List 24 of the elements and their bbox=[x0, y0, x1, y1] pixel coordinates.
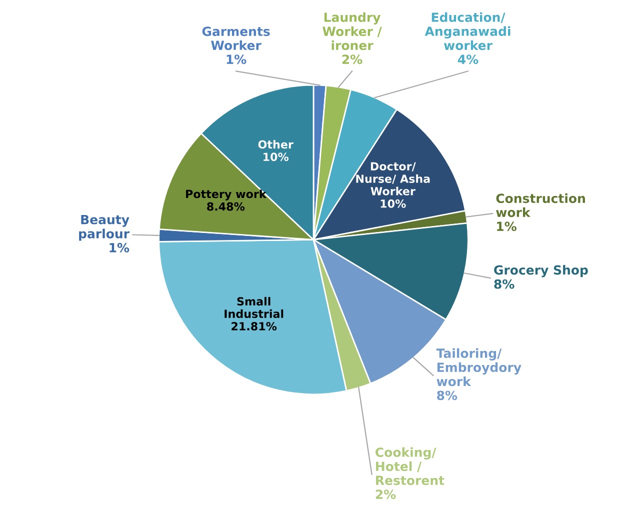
data-label: 1% bbox=[497, 222, 516, 232]
slice-label: Construction work bbox=[496, 193, 585, 218]
data-label: 2% bbox=[376, 490, 396, 500]
data-label: 10% bbox=[264, 152, 289, 162]
slice-label: Cooking/ Hotel / Restorent bbox=[376, 447, 444, 486]
data-label: 8.48% bbox=[207, 202, 245, 211]
slice-label: Small Industrial bbox=[224, 296, 284, 318]
slice-label: Laundry Worker / ironer bbox=[322, 12, 382, 50]
data-label: 10% bbox=[380, 199, 406, 208]
data-label: 1% bbox=[110, 242, 130, 252]
slice-label: Pottery work bbox=[186, 190, 267, 200]
slice-label: Tailoring/ Embroydory work bbox=[436, 348, 522, 386]
slice-label: Education/ Anganawadi worker bbox=[424, 12, 510, 50]
slice-label: Doctor/ Nurse/ Asha Worker bbox=[356, 162, 430, 196]
slice-label: Garments Worker bbox=[202, 26, 270, 50]
data-label: 8% bbox=[494, 279, 514, 289]
data-label: 21.81% bbox=[232, 322, 277, 330]
data-label: 2% bbox=[342, 54, 362, 64]
slice-label: Beauty parlour bbox=[79, 215, 130, 241]
data-label: 8% bbox=[437, 390, 458, 400]
data-label: 1% bbox=[226, 54, 246, 64]
slice-label: Grocery Shop bbox=[494, 265, 588, 278]
data-label: 4% bbox=[458, 54, 478, 64]
slice-label: Other bbox=[258, 140, 294, 149]
